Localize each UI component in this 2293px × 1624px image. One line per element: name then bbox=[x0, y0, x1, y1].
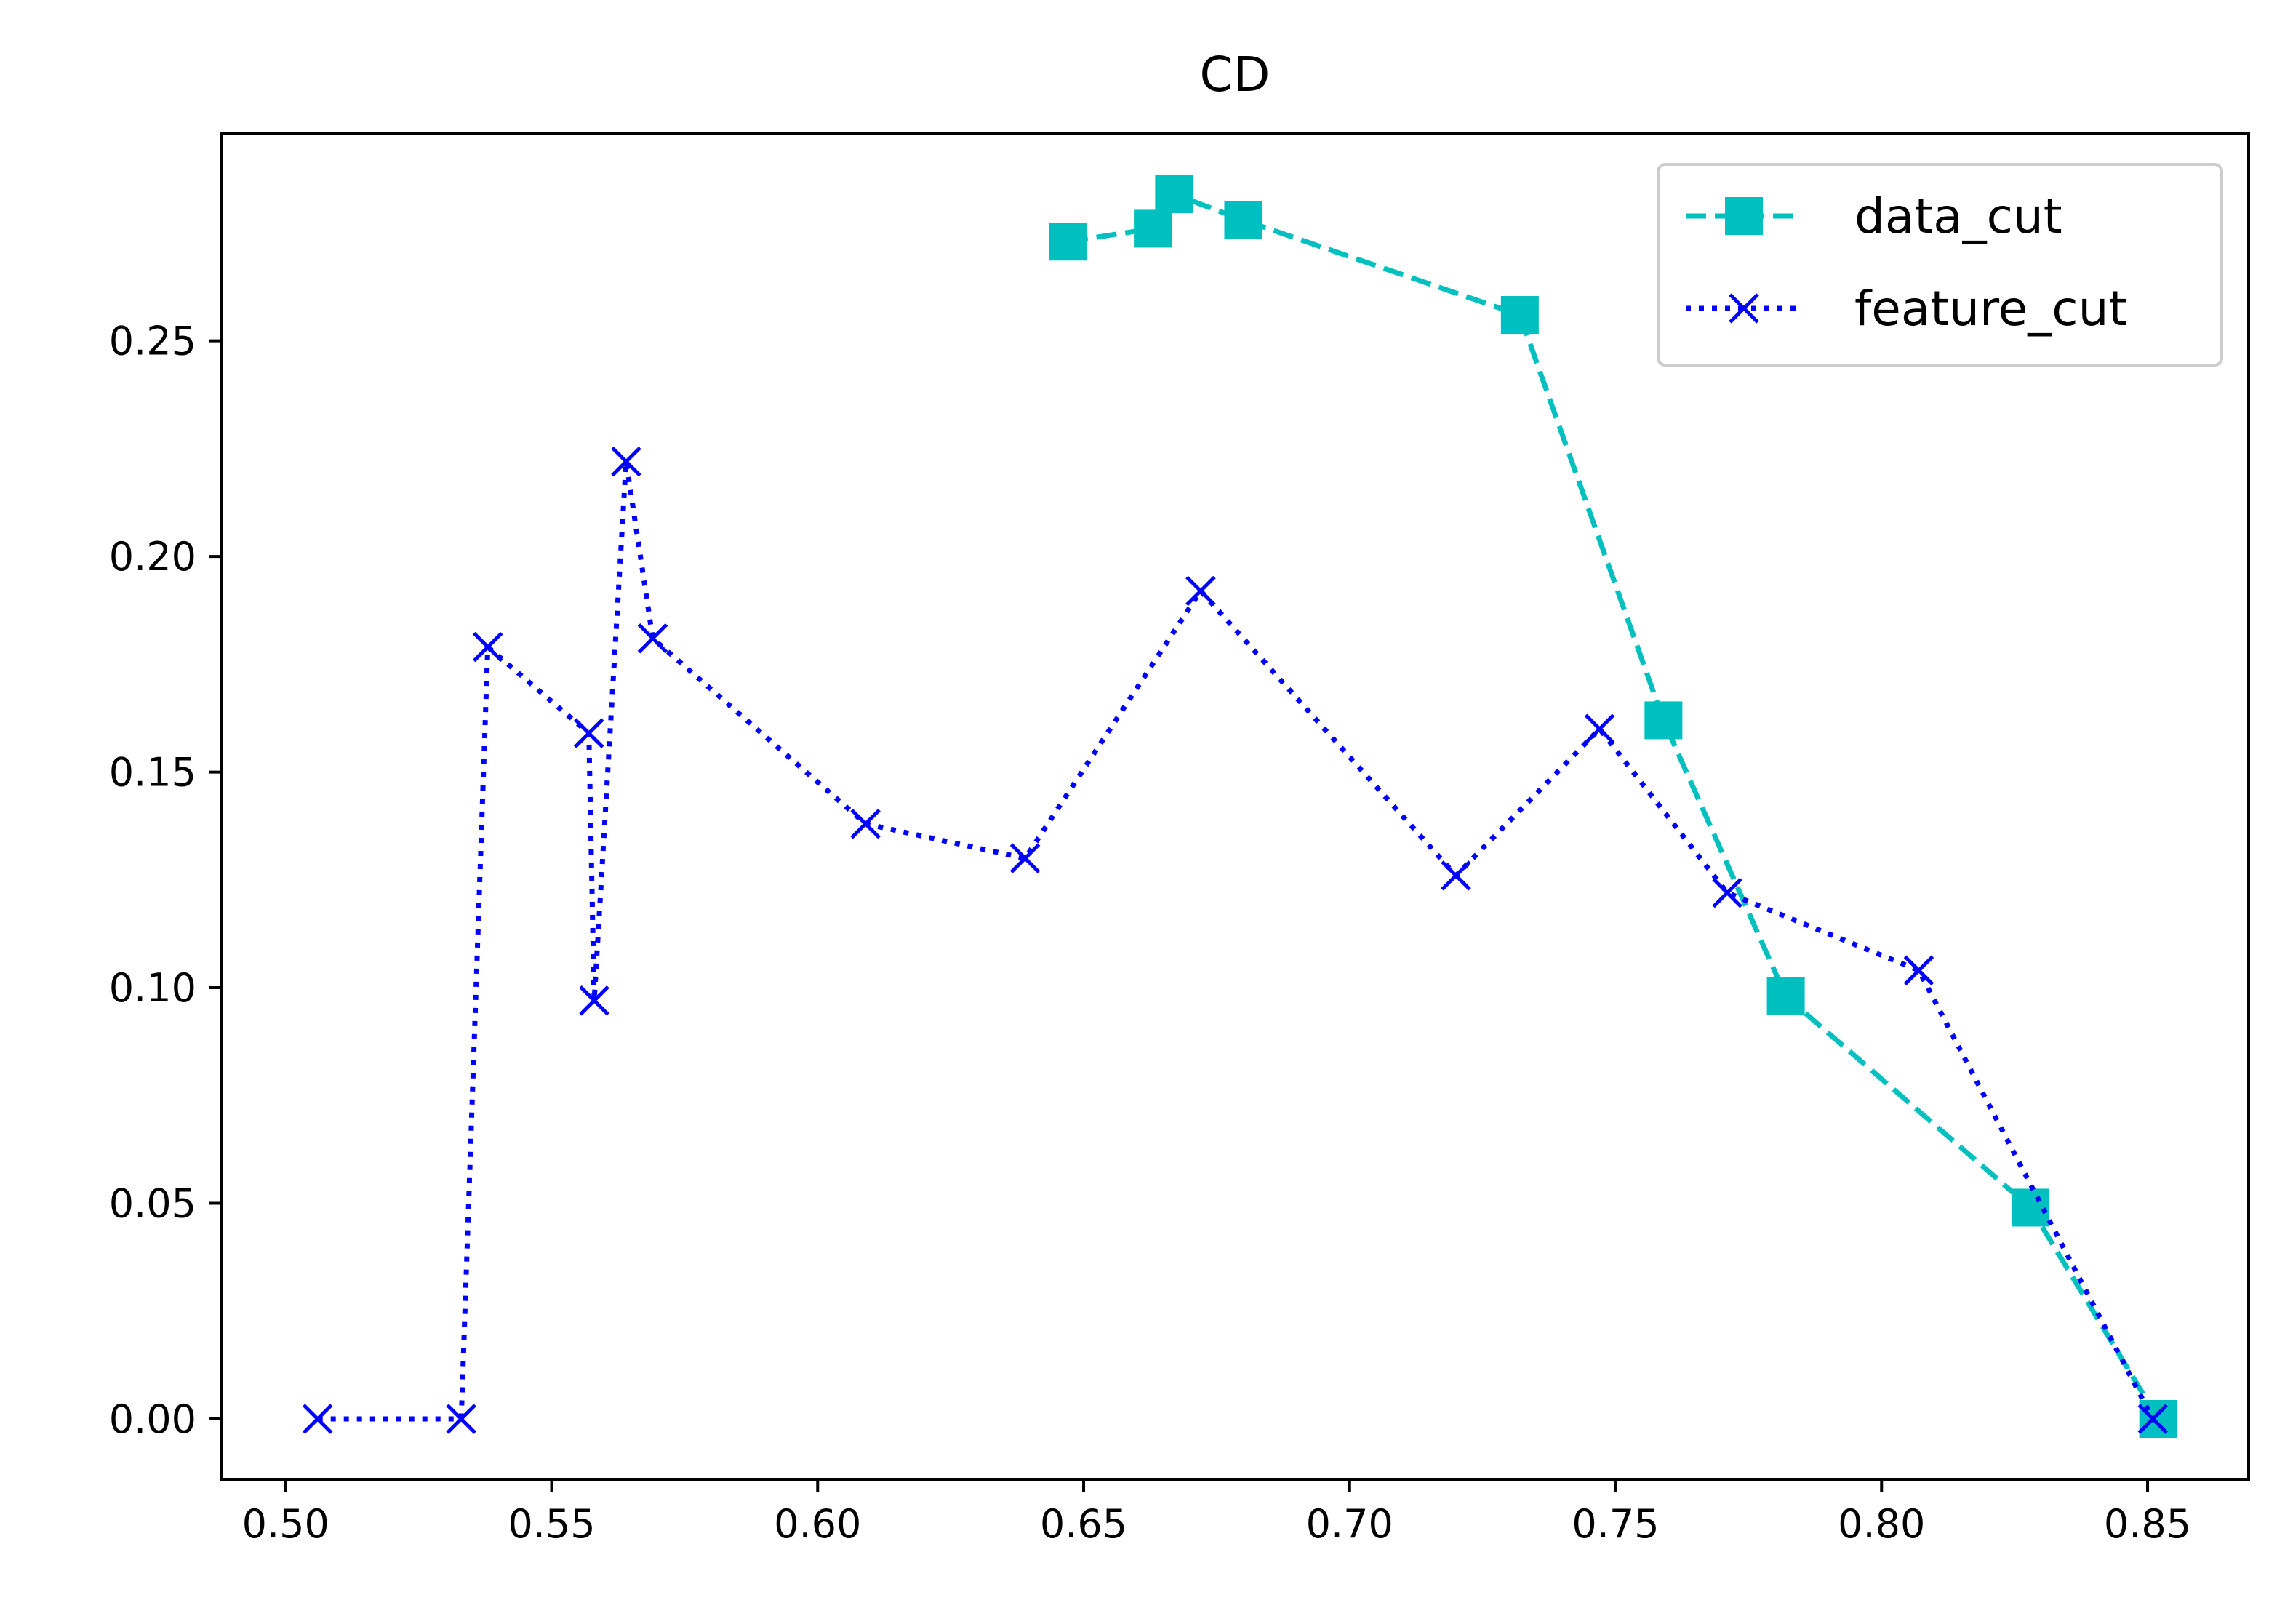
data-point-data_cut bbox=[2139, 1399, 2177, 1438]
data-point-feature_cut bbox=[579, 985, 609, 1016]
data-point-feature_cut bbox=[1584, 713, 1615, 745]
y-tick-label: 0.15 bbox=[109, 750, 196, 796]
data-point-data_cut bbox=[1134, 209, 1172, 248]
data-point-data_cut bbox=[2012, 1188, 2050, 1227]
legend-item-data_cut: data_cut bbox=[1686, 188, 2062, 244]
y-tick-label: 0.00 bbox=[109, 1396, 196, 1442]
legend-item-feature_cut: feature_cut bbox=[1686, 281, 2127, 337]
data-point-feature_cut bbox=[446, 1404, 476, 1434]
x-tick-label: 0.80 bbox=[1838, 1501, 1925, 1547]
y-tick-label: 0.10 bbox=[109, 965, 196, 1011]
data-point-feature_cut bbox=[1009, 843, 1041, 873]
data-point-feature_cut bbox=[1185, 575, 1216, 607]
data-point-data_cut bbox=[1766, 977, 1805, 1015]
data-point-data_cut bbox=[1155, 175, 1193, 214]
data-point-feature_cut bbox=[611, 446, 641, 477]
x-tick-label: 0.50 bbox=[242, 1501, 329, 1547]
y-tick-label: 0.05 bbox=[109, 1181, 196, 1227]
data-point-feature_cut bbox=[637, 623, 668, 654]
x-tick-label: 0.85 bbox=[2104, 1501, 2191, 1547]
data-point-feature_cut bbox=[850, 808, 881, 839]
x-tick-label: 0.65 bbox=[1040, 1501, 1127, 1547]
data-point-feature_cut bbox=[2137, 1404, 2169, 1434]
series-feature_cut bbox=[302, 446, 2169, 1434]
legend-marker-feature_cut bbox=[1729, 293, 1759, 324]
data-point-feature_cut bbox=[1903, 955, 1934, 986]
data-point-data_cut bbox=[1049, 223, 1087, 261]
plot-frame bbox=[220, 132, 2250, 1481]
legend-box bbox=[1657, 163, 2223, 367]
legend-label-feature_cut: feature_cut bbox=[1854, 281, 2127, 337]
axis-layer: 0.50 0.55 0.60 0.65 0.70 0.75 0.80 0.85 0.00 0.05… bbox=[109, 319, 2191, 1547]
x-tick-label: 0.70 bbox=[1306, 1501, 1393, 1547]
legend-marker-data_cut bbox=[1725, 197, 1763, 235]
legend: data_cut feature_cut bbox=[1657, 163, 2223, 367]
chart-title: CD bbox=[1200, 47, 1270, 103]
data-point-data_cut bbox=[1500, 296, 1539, 335]
data-point-feature_cut bbox=[1712, 877, 1742, 908]
x-tick-label: 0.60 bbox=[774, 1501, 861, 1547]
x-tick-label: 0.75 bbox=[1572, 1501, 1659, 1547]
data-point-feature_cut bbox=[472, 631, 503, 663]
data-point-feature_cut bbox=[573, 718, 604, 748]
data-point-feature_cut bbox=[302, 1404, 333, 1434]
y-tick-label: 0.25 bbox=[109, 319, 196, 364]
legend-label-data_cut: data_cut bbox=[1854, 188, 2062, 244]
x-tick-label: 0.55 bbox=[508, 1501, 595, 1547]
data-point-feature_cut bbox=[1441, 860, 1471, 891]
y-tick-label: 0.20 bbox=[109, 534, 196, 580]
data-point-data_cut bbox=[1224, 201, 1262, 239]
series-data_cut bbox=[1049, 175, 2177, 1438]
series-layer bbox=[302, 175, 2177, 1438]
data-point-data_cut bbox=[1644, 701, 1683, 740]
